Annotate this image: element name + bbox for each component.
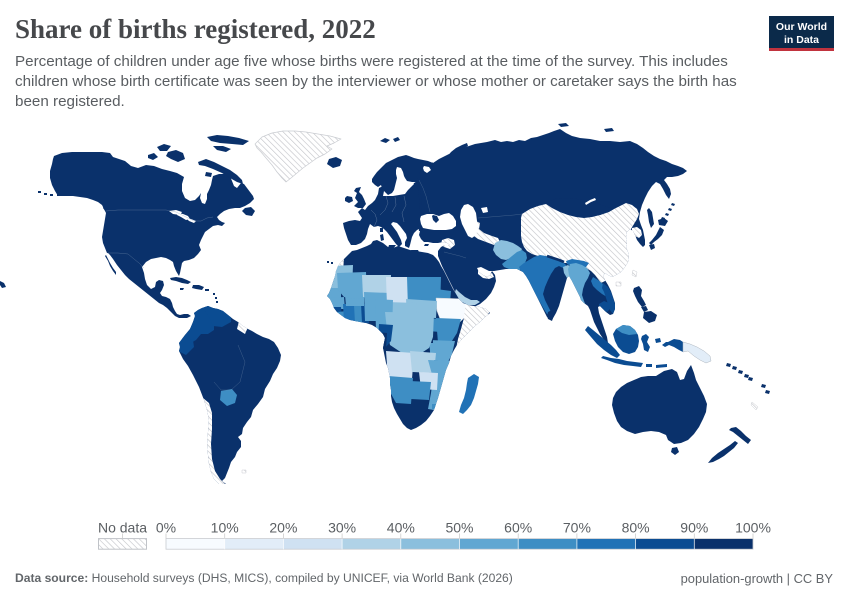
svg-text:90%: 90%: [680, 519, 708, 535]
svg-text:70%: 70%: [563, 519, 591, 535]
svg-text:30%: 30%: [328, 519, 356, 535]
svg-text:60%: 60%: [504, 519, 532, 535]
svg-text:40%: 40%: [387, 519, 415, 535]
svg-text:100%: 100%: [735, 519, 771, 535]
svg-text:0%: 0%: [156, 519, 176, 535]
svg-text:20%: 20%: [269, 519, 297, 535]
svg-text:10%: 10%: [211, 519, 239, 535]
svg-text:No data: No data: [98, 519, 147, 535]
svg-text:80%: 80%: [622, 519, 650, 535]
svg-text:50%: 50%: [445, 519, 473, 535]
